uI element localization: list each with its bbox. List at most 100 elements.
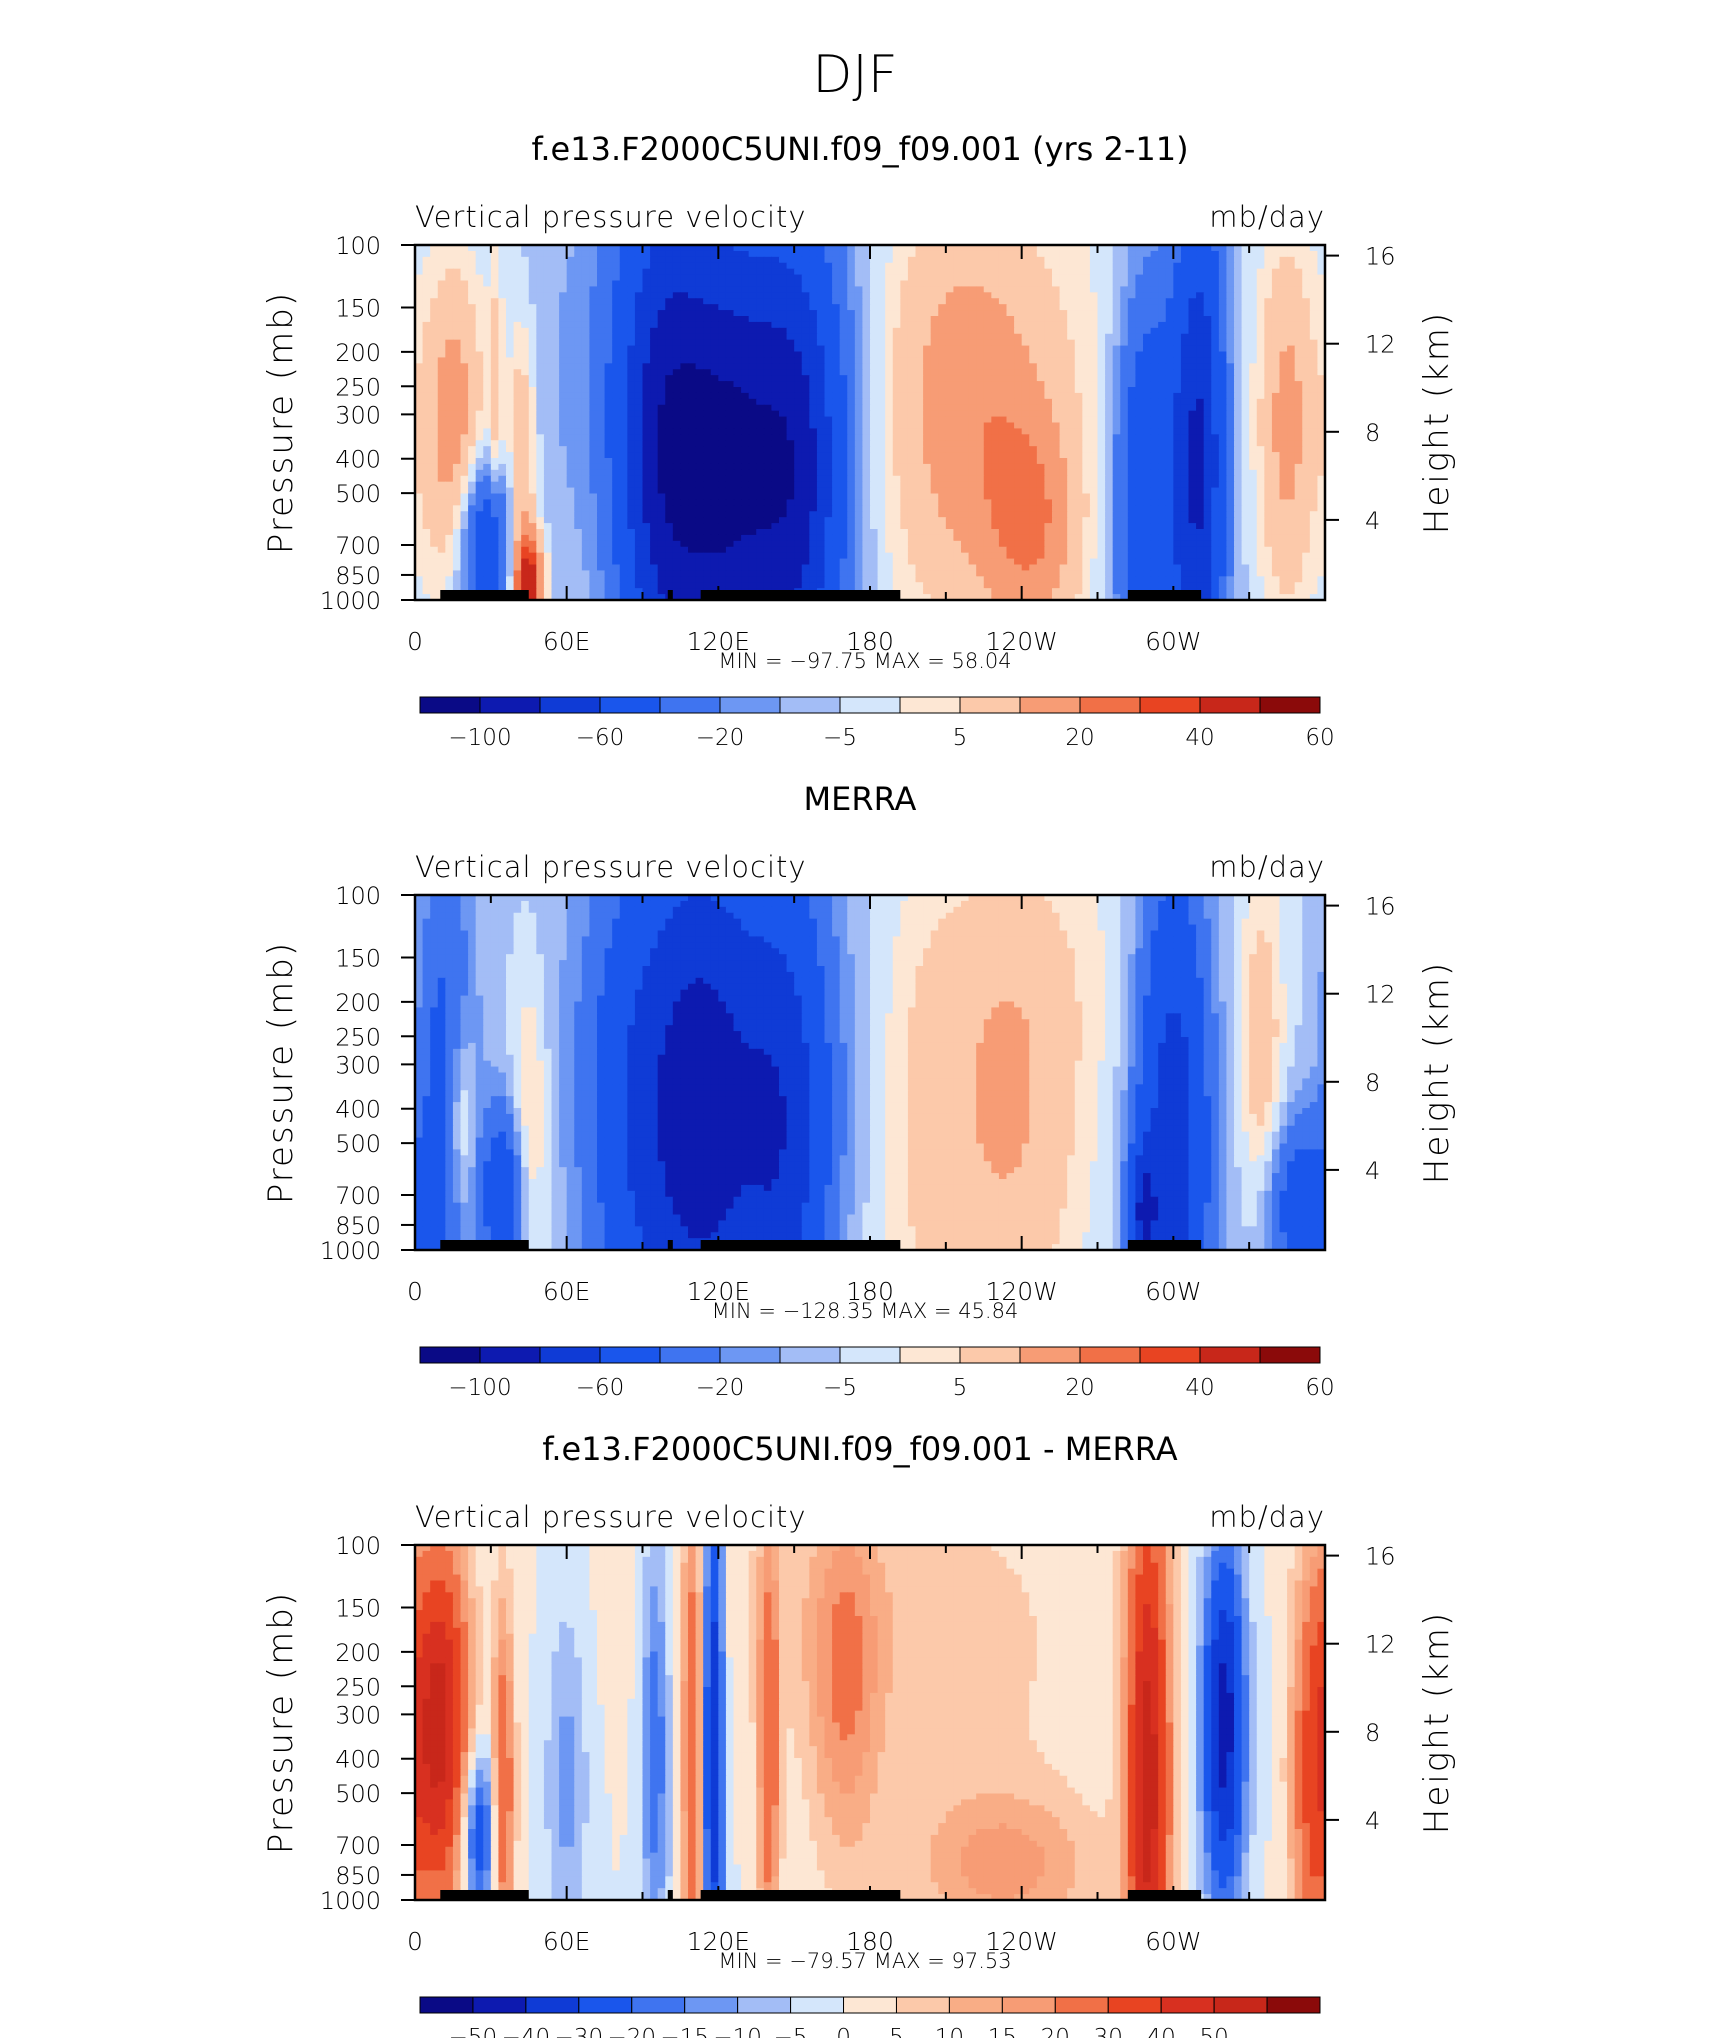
heatmap-cell [620, 292, 628, 299]
heatmap-cell [1280, 446, 1288, 453]
heatmap-cell [559, 452, 567, 459]
heatmap-cell [787, 357, 795, 364]
heatmap-cell [650, 428, 658, 435]
heatmap-cell [589, 363, 597, 370]
heatmap-cell [908, 434, 916, 441]
heatmap-cell [908, 269, 916, 276]
heatmap-cell [1007, 434, 1015, 441]
heatmap-cell [840, 375, 848, 382]
heatmap-cell [1226, 423, 1234, 430]
heatmap-cell [597, 452, 605, 459]
heatmap-cell [809, 251, 817, 258]
heatmap-cell [643, 458, 651, 465]
heatmap-cell [916, 340, 924, 347]
heatmap-cell [1310, 452, 1318, 459]
heatmap-cell [855, 405, 863, 412]
heatmap-cell [832, 411, 840, 418]
heatmap-cell [665, 298, 673, 305]
heatmap-cell [1044, 275, 1052, 282]
heatmap-cell [961, 476, 969, 483]
heatmap-cell [1037, 346, 1045, 353]
heatmap-cell [1044, 452, 1052, 459]
heatmap-cell [589, 316, 597, 323]
heatmap-cell [999, 346, 1007, 353]
heatmap-cell [1242, 263, 1250, 270]
heatmap-cell [1234, 322, 1242, 329]
heatmap-cell [1310, 369, 1318, 376]
heatmap-cell [1249, 352, 1257, 359]
heatmap-cell [1249, 263, 1257, 270]
heatmap-cell [825, 357, 833, 364]
heatmap-cell [764, 476, 772, 483]
heatmap-cell [862, 369, 870, 376]
heatmap-cell [461, 322, 469, 329]
heatmap-cell [574, 340, 582, 347]
heatmap-cell [612, 470, 620, 477]
heatmap-cell [1280, 363, 1288, 370]
heatmap-cell [1302, 434, 1310, 441]
heatmap-cell [764, 340, 772, 347]
heatmap-cell [514, 251, 522, 258]
heatmap-cell [1128, 369, 1136, 376]
heatmap-cell [643, 357, 651, 364]
heatmap-cell [832, 375, 840, 382]
heatmap-cell [1029, 328, 1037, 335]
heatmap-cell [870, 251, 878, 258]
heatmap-cell [1272, 387, 1280, 394]
heatmap-cell [809, 281, 817, 288]
heatmap-cell [453, 476, 461, 483]
heatmap-cell [787, 304, 795, 311]
heatmap-cell [1302, 423, 1310, 430]
heatmap-cell [643, 464, 651, 471]
heatmap-cell [825, 476, 833, 483]
heatmap-cell [559, 440, 567, 447]
heatmap-cell [491, 428, 499, 435]
heatmap-cell [1196, 428, 1204, 435]
heatmap-cell [999, 446, 1007, 453]
heatmap-cell [1014, 440, 1022, 447]
heatmap-cell [749, 352, 757, 359]
heatmap-cell [1052, 292, 1060, 299]
heatmap-cell [734, 328, 742, 335]
heatmap-cell [809, 375, 817, 382]
heatmap-cell [1113, 369, 1121, 376]
heatmap-cell [1151, 251, 1159, 258]
heatmap-cell [878, 346, 886, 353]
heatmap-cell [665, 375, 673, 382]
heatmap-cell [741, 464, 749, 471]
heatmap-cell [923, 251, 931, 258]
heatmap-cell [1196, 405, 1204, 412]
heatmap-cell [809, 263, 817, 270]
heatmap-cell [680, 428, 688, 435]
heatmap-cell [552, 470, 560, 477]
heatmap-cell [1219, 446, 1227, 453]
heatmap-cell [1128, 328, 1136, 335]
heatmap-cell [1219, 322, 1227, 329]
heatmap-cell [1105, 310, 1113, 317]
heatmap-cell [938, 470, 946, 477]
heatmap-cell [1151, 428, 1159, 435]
heatmap-cell [718, 263, 726, 270]
heatmap-cell [1272, 446, 1280, 453]
heatmap-cell [453, 417, 461, 424]
heatmap-cell [544, 464, 552, 471]
heatmap-cell [1029, 310, 1037, 317]
heatmap-cell [1128, 269, 1136, 276]
heatmap-cell [711, 387, 719, 394]
heatmap-cell [1295, 275, 1303, 282]
heatmap-cell [984, 328, 992, 335]
heatmap-cell [483, 434, 491, 441]
heatmap-cell [1280, 292, 1288, 299]
heatmap-cell [491, 423, 499, 430]
heatmap-cell [916, 328, 924, 335]
heatmap-cell [976, 363, 984, 370]
heatmap-cell [635, 369, 643, 376]
heatmap-cell [1158, 405, 1166, 412]
heatmap-cell [1151, 482, 1159, 489]
heatmap-cell [1257, 269, 1265, 276]
heatmap-cell [559, 381, 567, 388]
heatmap-cell [749, 281, 757, 288]
heatmap-cell [1302, 346, 1310, 353]
heatmap-cell [741, 292, 749, 299]
heatmap-cell [741, 476, 749, 483]
